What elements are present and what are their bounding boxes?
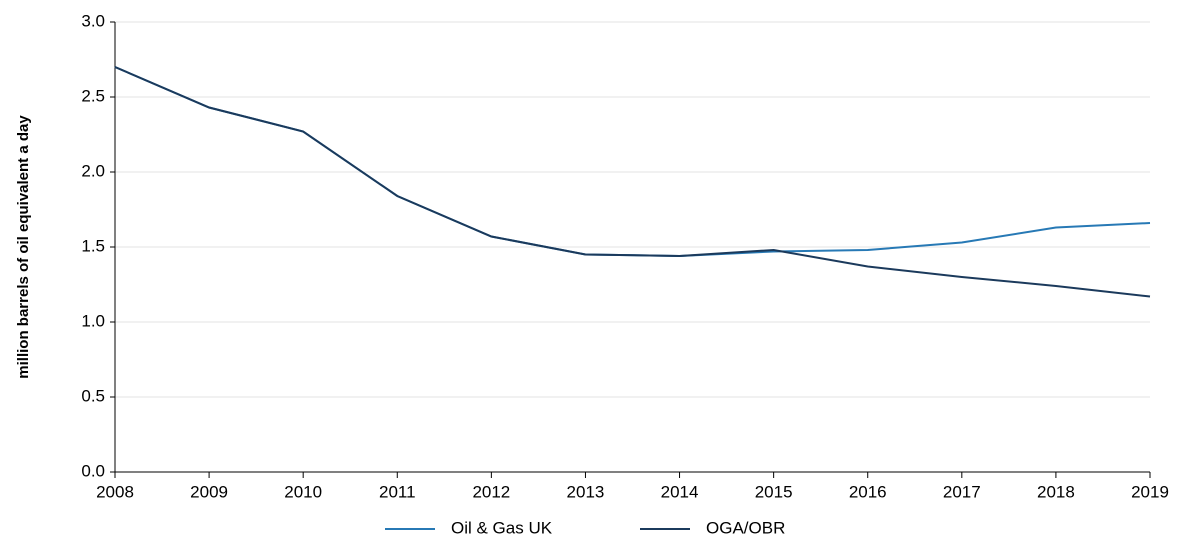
- y-tick-label: 1.5: [81, 236, 105, 255]
- legend-label: Oil & Gas UK: [451, 518, 553, 537]
- y-tick-label: 3.0: [81, 11, 105, 30]
- y-tick-label: 0.0: [81, 461, 105, 480]
- x-tick-label: 2013: [567, 482, 605, 501]
- x-tick-label: 2014: [661, 482, 699, 501]
- legend-label: OGA/OBR: [706, 518, 785, 537]
- x-tick-label: 2019: [1131, 482, 1169, 501]
- x-tick-label: 2010: [284, 482, 322, 501]
- y-tick-label: 1.0: [81, 311, 105, 330]
- x-tick-label: 2016: [849, 482, 887, 501]
- x-tick-label: 2009: [190, 482, 228, 501]
- x-tick-label: 2008: [96, 482, 134, 501]
- y-tick-label: 0.5: [81, 386, 105, 405]
- x-tick-label: 2017: [943, 482, 981, 501]
- y-axis-label: million barrels of oil equivalent a day: [15, 115, 32, 379]
- x-tick-label: 2011: [379, 482, 416, 501]
- x-tick-label: 2015: [755, 482, 793, 501]
- y-tick-label: 2.5: [81, 86, 105, 105]
- line: [114, 66, 1151, 258]
- x-tick-label: 2018: [1037, 482, 1075, 501]
- x-tick-label: 2012: [472, 482, 510, 501]
- y-tick-label: 2.0: [81, 161, 105, 180]
- line: [114, 66, 1151, 298]
